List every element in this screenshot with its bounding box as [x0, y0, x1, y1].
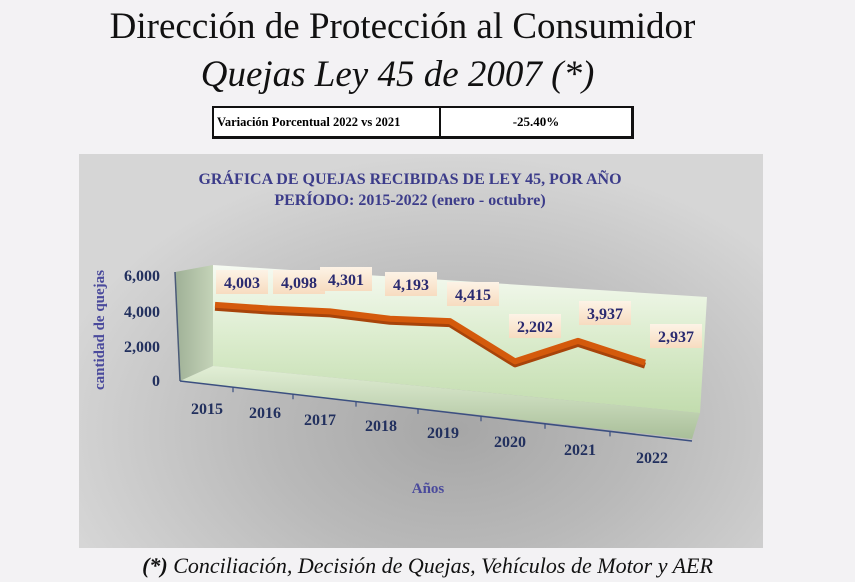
data-label: 4,415: [455, 287, 491, 304]
footnote: (*) Conciliación, Decisión de Quejas, Ve…: [0, 553, 855, 579]
data-label-box: [650, 324, 702, 348]
x-axis-title: Años: [412, 481, 445, 497]
data-label: 4,301: [328, 272, 364, 289]
data-label-box: [385, 272, 437, 296]
data-label-box: [273, 270, 325, 294]
footnote-marker: (*): [142, 553, 168, 578]
variation-table: Variación Porcentual 2022 vs 2021 -25.40…: [212, 106, 634, 139]
variation-label: Variación Porcentual 2022 vs 2021: [214, 108, 441, 136]
y-tick-label: 4,000: [124, 304, 160, 321]
x-tick-label: 2022: [636, 450, 668, 467]
x-tick-label: 2016: [249, 405, 281, 422]
data-label: 4,193: [393, 277, 429, 294]
footnote-text: Conciliación, Decisión de Quejas, Vehícu…: [167, 553, 713, 578]
data-label: 2,202: [517, 319, 553, 336]
data-label-box: [216, 270, 268, 294]
data-label: 4,003: [224, 275, 260, 292]
x-tick-label: 2015: [191, 401, 223, 418]
data-label-box: [447, 282, 499, 306]
page-title: Dirección de Protección al Consumidor: [109, 6, 696, 47]
x-tick-label: 2021: [564, 442, 596, 459]
x-axis-line: [179, 380, 693, 442]
y-axis-title: cantidad de quejas: [92, 270, 108, 390]
x-tick-label: 2020: [494, 434, 526, 451]
chart-title: GRÁFICA DE QUEJAS RECIBIDAS DE LEY 45, P…: [198, 169, 621, 188]
x-tick-label: 2018: [365, 418, 397, 435]
y-tick-label: 2,000: [124, 339, 160, 356]
variation-value: -25.40%: [512, 114, 560, 129]
data-label-box: [579, 301, 631, 325]
page-subtitle: Quejas Ley 45 de 2007 (*): [200, 54, 595, 95]
floor: [180, 366, 700, 439]
data-label-box: [320, 267, 372, 291]
x-tick-label: 2019: [427, 425, 459, 442]
y-tick-label: 6,000: [124, 268, 160, 285]
data-label: 4,098: [281, 275, 317, 292]
series-line: [214, 301, 646, 366]
x-tick-label: 2017: [304, 412, 336, 429]
y-tick-label: 0: [152, 373, 160, 390]
data-label: 3,937: [587, 306, 623, 323]
data-label-box: [509, 314, 561, 338]
chart-subtitle: PERÍODO: 2015-2022 (enero - octubre): [274, 190, 545, 209]
data-label: 2,937: [658, 329, 694, 346]
y-axis-line: [174, 271, 181, 382]
side-wall: [175, 265, 213, 381]
